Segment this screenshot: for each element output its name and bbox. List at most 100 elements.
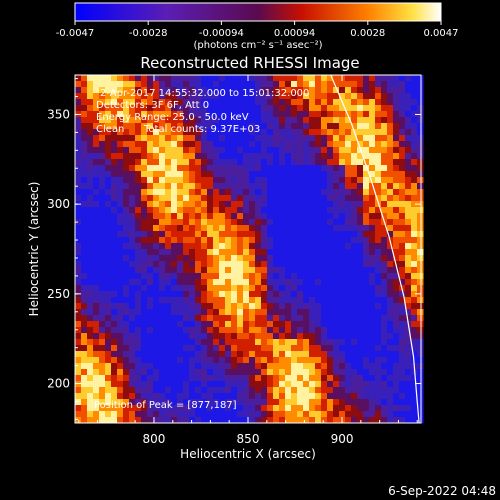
heatmap-cell [345, 105, 352, 112]
heatmap-cell [117, 405, 124, 412]
heatmap-cell [315, 315, 322, 322]
heatmap-cell [273, 327, 280, 334]
heatmap-cell [291, 417, 298, 424]
heatmap-cell [297, 231, 304, 238]
heatmap-cell [171, 183, 178, 190]
heatmap-cell [363, 327, 370, 334]
heatmap-cell [93, 237, 100, 244]
heatmap-cell [261, 111, 268, 118]
heatmap-cell [399, 159, 406, 166]
heatmap-cell [231, 387, 238, 394]
heatmap-cell [255, 333, 262, 340]
heatmap-cell [381, 243, 388, 250]
heatmap-cell [261, 345, 268, 352]
heatmap-cell [129, 321, 136, 328]
heatmap-cell [171, 153, 178, 160]
heatmap-cell [87, 387, 94, 394]
heatmap-cell [129, 255, 136, 262]
heatmap-cell [159, 399, 166, 406]
heatmap-cell [255, 249, 262, 256]
heatmap-cell [189, 357, 196, 364]
heatmap-cell [321, 87, 328, 94]
heatmap-cell [333, 201, 340, 208]
heatmap-cell [189, 297, 196, 304]
heatmap-cell [321, 357, 328, 364]
heatmap-cell [129, 357, 136, 364]
heatmap-cell [147, 363, 154, 370]
heatmap-cell [273, 405, 280, 412]
heatmap-cell [231, 405, 238, 412]
heatmap-cell [225, 105, 232, 112]
heatmap-cell [201, 273, 208, 280]
heatmap-cell [333, 111, 340, 118]
heatmap-cell [303, 159, 310, 166]
heatmap-cell [279, 291, 286, 298]
heatmap-cell [279, 123, 286, 130]
heatmap-cell [219, 303, 226, 310]
heatmap-cell [393, 195, 400, 202]
heatmap-cell [327, 243, 334, 250]
heatmap-cell [249, 135, 256, 142]
heatmap-cell [261, 363, 268, 370]
heatmap-cell [141, 255, 148, 262]
heatmap-cell [297, 105, 304, 112]
heatmap-cell [273, 213, 280, 220]
heatmap-cell [87, 117, 94, 124]
heatmap-cell [147, 309, 154, 316]
heatmap-cell [201, 303, 208, 310]
heatmap-cell [297, 213, 304, 220]
heatmap-cell [363, 417, 370, 424]
heatmap-cell [387, 387, 394, 394]
heatmap-cell [267, 273, 274, 280]
heatmap-cell [141, 213, 148, 220]
heatmap-cell [201, 111, 208, 118]
heatmap-cell [165, 297, 172, 304]
heatmap-cell [363, 177, 370, 184]
heatmap-cell [129, 195, 136, 202]
heatmap-cell [201, 417, 208, 424]
heatmap-cell [201, 123, 208, 130]
heatmap-cell [411, 177, 418, 184]
heatmap-cell [207, 183, 214, 190]
heatmap-cell [93, 339, 100, 346]
heatmap-cell [249, 267, 256, 274]
heatmap-cell [321, 351, 328, 358]
heatmap-cell [261, 99, 268, 106]
heatmap-cell [201, 105, 208, 112]
heatmap-cell [159, 225, 166, 232]
heatmap-cell [75, 393, 82, 400]
heatmap-cell [399, 375, 406, 382]
heatmap-cell [411, 327, 418, 334]
heatmap-cell [201, 243, 208, 250]
heatmap-cell [405, 417, 412, 424]
heatmap-cell [333, 81, 340, 88]
heatmap-cell [387, 81, 394, 88]
heatmap-cell [279, 261, 286, 268]
heatmap-cell [165, 99, 172, 106]
heatmap-cell [375, 351, 382, 358]
heatmap-cell [297, 321, 304, 328]
heatmap-cell [333, 285, 340, 292]
heatmap-cell [237, 111, 244, 118]
heatmap-cell [141, 411, 148, 418]
heatmap-cell [189, 291, 196, 298]
heatmap-cell [327, 363, 334, 370]
heatmap-cell [105, 375, 112, 382]
heatmap-cell [393, 153, 400, 160]
heatmap-cell [87, 207, 94, 214]
heatmap-cell [99, 219, 106, 226]
heatmap-cell [159, 219, 166, 226]
heatmap-cell [333, 105, 340, 112]
heatmap-cell [141, 165, 148, 172]
heatmap-cell [369, 363, 376, 370]
heatmap-cell [213, 327, 220, 334]
heatmap-cell [285, 297, 292, 304]
heatmap-cell [153, 87, 160, 94]
heatmap-cell [93, 93, 100, 100]
heatmap-cell [351, 249, 358, 256]
heatmap-cell [297, 111, 304, 118]
heatmap-cell [153, 381, 160, 388]
heatmap-cell [183, 333, 190, 340]
heatmap-cell [123, 291, 130, 298]
heatmap-cell [297, 285, 304, 292]
